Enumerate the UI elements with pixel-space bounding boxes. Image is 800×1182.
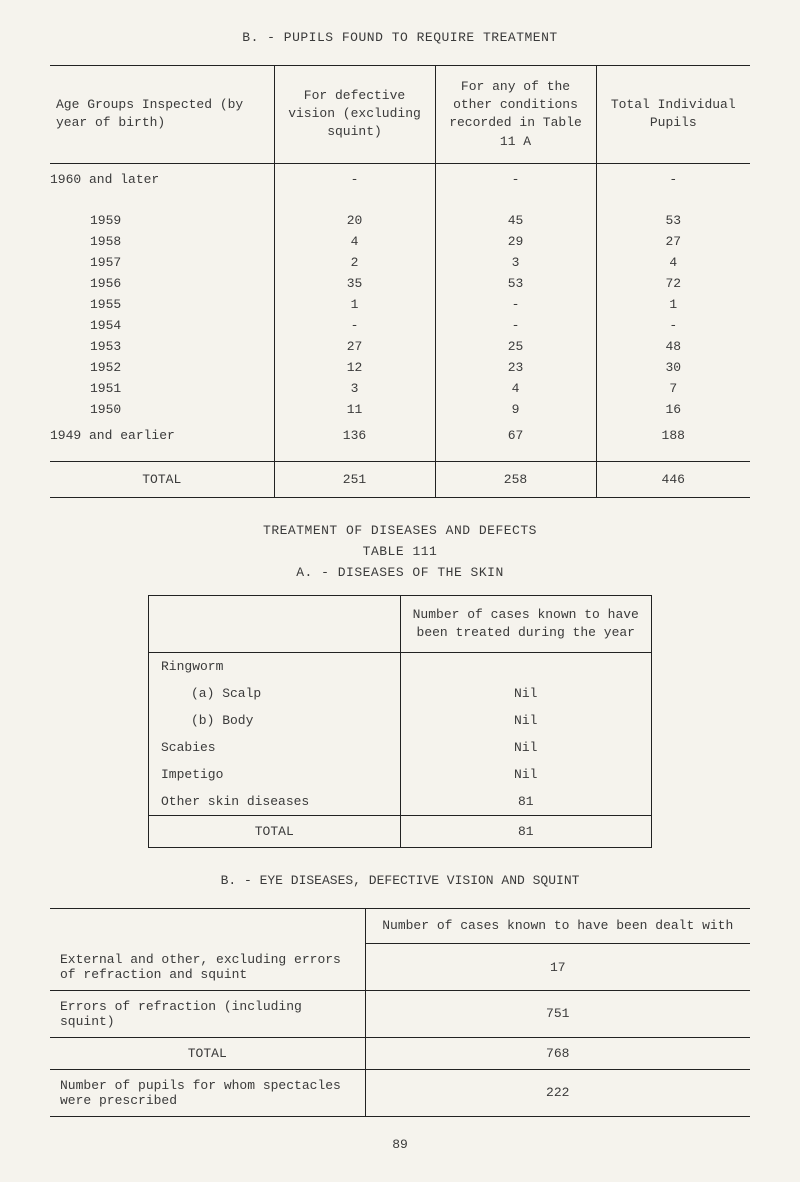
heading-table-111: TABLE 111 bbox=[50, 544, 750, 559]
table-row-v2: 45 bbox=[435, 210, 596, 231]
heading-diseases-skin: A. - DISEASES OF THE SKIN bbox=[50, 565, 750, 580]
table-row-v3: 27 bbox=[596, 231, 750, 252]
table-row-v2: 3 bbox=[435, 252, 596, 273]
table-row-v3: - bbox=[596, 163, 750, 196]
table-row-v2: 4 bbox=[435, 378, 596, 399]
t2-row-val: Nil bbox=[400, 680, 652, 707]
t2-row-label: (a) Scalp bbox=[149, 680, 401, 707]
table-row-v3: 4 bbox=[596, 252, 750, 273]
t2-row-val: Nil bbox=[400, 734, 652, 761]
t1-total-v2: 258 bbox=[435, 461, 596, 497]
t2-total-val: 81 bbox=[400, 816, 652, 848]
table-row-v1: 11 bbox=[274, 399, 435, 420]
table-row-v3: 48 bbox=[596, 336, 750, 357]
table-row-age: 1956 bbox=[50, 273, 274, 294]
table-row-v2: 67 bbox=[435, 420, 596, 462]
table-row-v2: 29 bbox=[435, 231, 596, 252]
table-row-v1: 35 bbox=[274, 273, 435, 294]
t2-row-val: Nil bbox=[400, 707, 652, 734]
th-age: Age Groups Inspected (by year of birth) bbox=[50, 66, 274, 164]
pupils-treatment-table: Age Groups Inspected (by year of birth) … bbox=[50, 65, 750, 498]
table-row-v1: 2 bbox=[274, 252, 435, 273]
table-row-v2: - bbox=[435, 315, 596, 336]
table-row-v1: - bbox=[274, 163, 435, 196]
table-row-v2: 53 bbox=[435, 273, 596, 294]
t3-row-val: 222 bbox=[365, 1069, 750, 1116]
table-row-v1: 136 bbox=[274, 420, 435, 462]
table-row-age: 1960 and later bbox=[50, 163, 274, 196]
t3-row-label: External and other, excluding errors of … bbox=[50, 944, 365, 991]
table-row-v2: 23 bbox=[435, 357, 596, 378]
table-row-age: 1949 and earlier bbox=[50, 420, 274, 462]
table-row-age: 1953 bbox=[50, 336, 274, 357]
table-row-v2: 9 bbox=[435, 399, 596, 420]
section-title-eye: B. - EYE DISEASES, DEFECTIVE VISION AND … bbox=[50, 873, 750, 888]
table-row-v1: 12 bbox=[274, 357, 435, 378]
t1-total-label: TOTAL bbox=[50, 461, 274, 497]
table-row-v3: 1 bbox=[596, 294, 750, 315]
t3-row-val: 751 bbox=[365, 990, 750, 1037]
page-number: 89 bbox=[50, 1137, 750, 1152]
t2-row-label: Scabies bbox=[149, 734, 401, 761]
table-row-v3: - bbox=[596, 315, 750, 336]
table-row-v3: 72 bbox=[596, 273, 750, 294]
table-row-age: 1957 bbox=[50, 252, 274, 273]
table-row-v1: 4 bbox=[274, 231, 435, 252]
table-row-age: 1951 bbox=[50, 378, 274, 399]
table-row-v3: 7 bbox=[596, 378, 750, 399]
table-row-v1: 20 bbox=[274, 210, 435, 231]
table-row-age: 1954 bbox=[50, 315, 274, 336]
t2-total-label: TOTAL bbox=[149, 816, 401, 848]
t3-row-label: Errors of refraction (including squint) bbox=[50, 990, 365, 1037]
table-row-v2: - bbox=[435, 163, 596, 196]
t2-row-val: Nil bbox=[400, 761, 652, 788]
th-other-conditions: For any of the other conditions recorded… bbox=[435, 66, 596, 164]
table-row-v1: 3 bbox=[274, 378, 435, 399]
table-row-v2: 25 bbox=[435, 336, 596, 357]
t3-row-val: 17 bbox=[365, 944, 750, 991]
table-row-v3: 30 bbox=[596, 357, 750, 378]
t3-row-label: Number of pupils for whom spectacles wer… bbox=[50, 1069, 365, 1116]
t3-row-label: TOTAL bbox=[50, 1037, 365, 1069]
table-row-v3: 53 bbox=[596, 210, 750, 231]
table-row-age: 1952 bbox=[50, 357, 274, 378]
table-row-v1: 27 bbox=[274, 336, 435, 357]
t2-row-label: Other skin diseases bbox=[149, 788, 401, 816]
t2-row-val bbox=[400, 653, 652, 681]
t2-header: Number of cases known to have been treat… bbox=[400, 595, 652, 652]
t3-row-val: 768 bbox=[365, 1037, 750, 1069]
t2-row-label: (b) Body bbox=[149, 707, 401, 734]
section-title-b: B. - PUPILS FOUND TO REQUIRE TREATMENT bbox=[50, 30, 750, 45]
table-row-v3: 188 bbox=[596, 420, 750, 462]
heading-treatment: TREATMENT OF DISEASES AND DEFECTS bbox=[50, 523, 750, 538]
t1-total-v1: 251 bbox=[274, 461, 435, 497]
table-row-v1: 1 bbox=[274, 294, 435, 315]
t1-total-v3: 446 bbox=[596, 461, 750, 497]
th-defective-vision: For defective vision (excluding squint) bbox=[274, 66, 435, 164]
table-row-v1: - bbox=[274, 315, 435, 336]
t2-row-label: Impetigo bbox=[149, 761, 401, 788]
table-row-v2: - bbox=[435, 294, 596, 315]
t2-row-val: 81 bbox=[400, 788, 652, 816]
table-row-age: 1958 bbox=[50, 231, 274, 252]
table-row-v3: 16 bbox=[596, 399, 750, 420]
table-row-age: 1959 bbox=[50, 210, 274, 231]
skin-diseases-table: Number of cases known to have been treat… bbox=[148, 595, 652, 848]
t2-row-label: Ringworm bbox=[149, 653, 401, 681]
table-row-age: 1955 bbox=[50, 294, 274, 315]
t3-header: Number of cases known to have been dealt… bbox=[365, 909, 750, 944]
eye-diseases-table: Number of cases known to have been dealt… bbox=[50, 908, 750, 1117]
th-total-pupils: Total Individual Pupils bbox=[596, 66, 750, 164]
table-row-age: 1950 bbox=[50, 399, 274, 420]
